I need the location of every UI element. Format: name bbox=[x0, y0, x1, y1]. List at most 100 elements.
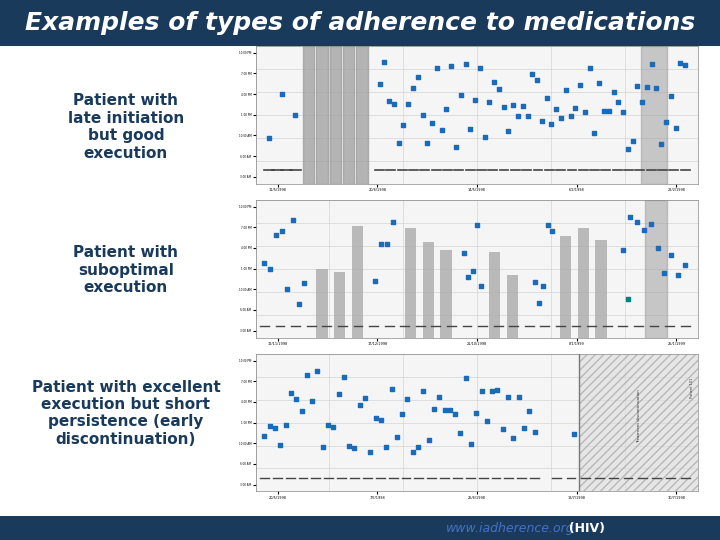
Point bbox=[359, 393, 371, 402]
Point bbox=[528, 277, 540, 286]
Point bbox=[471, 221, 482, 230]
Point bbox=[471, 409, 482, 417]
Bar bbox=[0, 516, 720, 540]
Bar bbox=[641, 46, 667, 184]
Point bbox=[354, 401, 366, 409]
Bar bbox=[577, 227, 589, 338]
Point bbox=[474, 64, 485, 72]
Point bbox=[441, 104, 452, 113]
Point bbox=[412, 73, 423, 82]
Point bbox=[375, 240, 387, 248]
Point bbox=[444, 406, 456, 414]
Point bbox=[386, 385, 397, 394]
Point bbox=[375, 416, 387, 424]
Point bbox=[374, 80, 385, 89]
Point bbox=[299, 279, 310, 287]
Point bbox=[312, 367, 323, 375]
Point bbox=[487, 387, 498, 395]
Point bbox=[670, 124, 681, 132]
Point bbox=[289, 111, 301, 119]
Bar bbox=[595, 240, 606, 338]
Point bbox=[584, 64, 595, 72]
Point bbox=[426, 119, 438, 127]
Point bbox=[560, 86, 572, 94]
Point bbox=[479, 133, 490, 141]
Point bbox=[546, 227, 558, 235]
Point bbox=[492, 386, 503, 394]
Point bbox=[636, 98, 648, 106]
Point bbox=[503, 126, 514, 135]
Point bbox=[665, 251, 677, 260]
Point bbox=[285, 389, 297, 397]
Point bbox=[659, 269, 670, 278]
Point bbox=[528, 428, 540, 436]
Point bbox=[617, 107, 629, 116]
Point bbox=[348, 443, 360, 452]
Point bbox=[450, 143, 462, 151]
Point bbox=[413, 443, 424, 451]
Point bbox=[460, 60, 472, 69]
Bar bbox=[579, 354, 698, 491]
Point bbox=[484, 98, 495, 106]
Point bbox=[270, 231, 282, 239]
Text: Patient with
late initiation
but good
execution: Patient with late initiation but good ex… bbox=[68, 93, 184, 160]
Point bbox=[296, 407, 307, 415]
Point bbox=[290, 395, 302, 403]
Point bbox=[280, 421, 292, 430]
Point bbox=[660, 117, 672, 126]
Point bbox=[638, 226, 649, 234]
Point bbox=[417, 111, 428, 119]
Point bbox=[287, 215, 299, 224]
Point bbox=[467, 266, 478, 275]
Text: (HIV): (HIV) bbox=[560, 522, 605, 535]
Text: Patient 101: Patient 101 bbox=[690, 378, 694, 399]
Point bbox=[651, 84, 662, 92]
Point bbox=[622, 145, 634, 153]
Point bbox=[431, 63, 443, 72]
Point bbox=[476, 282, 487, 291]
Point bbox=[598, 107, 610, 116]
Point bbox=[613, 98, 624, 107]
Point bbox=[402, 395, 413, 403]
Point bbox=[317, 442, 328, 451]
Point bbox=[488, 78, 500, 86]
Bar bbox=[0, 0, 720, 46]
Point bbox=[276, 90, 288, 98]
Point bbox=[508, 101, 519, 110]
Bar bbox=[405, 228, 416, 338]
Point bbox=[646, 59, 657, 68]
Point bbox=[436, 126, 447, 134]
Point bbox=[517, 102, 528, 111]
Point bbox=[508, 434, 519, 443]
Point bbox=[538, 282, 549, 291]
Point bbox=[433, 393, 445, 401]
Bar bbox=[489, 252, 500, 338]
Point bbox=[387, 217, 399, 226]
Point bbox=[388, 100, 400, 109]
Bar bbox=[330, 46, 341, 184]
Point bbox=[526, 70, 538, 78]
Point bbox=[665, 92, 677, 100]
Point bbox=[418, 387, 429, 395]
Point bbox=[343, 442, 355, 450]
Point bbox=[264, 421, 276, 430]
Text: www.iadherence.org: www.iadherence.org bbox=[446, 522, 575, 535]
Point bbox=[534, 299, 545, 307]
Point bbox=[383, 97, 395, 105]
Point bbox=[476, 387, 487, 395]
Bar bbox=[303, 46, 315, 184]
Point bbox=[307, 397, 318, 406]
Bar bbox=[423, 242, 434, 338]
Point bbox=[446, 62, 457, 70]
Bar bbox=[441, 250, 451, 338]
Point bbox=[546, 120, 557, 129]
Point bbox=[465, 440, 477, 448]
Point bbox=[460, 373, 472, 382]
Bar bbox=[334, 272, 346, 338]
Point bbox=[269, 424, 281, 433]
Bar bbox=[560, 237, 571, 338]
Point bbox=[449, 410, 461, 418]
Point bbox=[672, 271, 684, 279]
Bar bbox=[645, 200, 667, 338]
Point bbox=[570, 104, 581, 112]
